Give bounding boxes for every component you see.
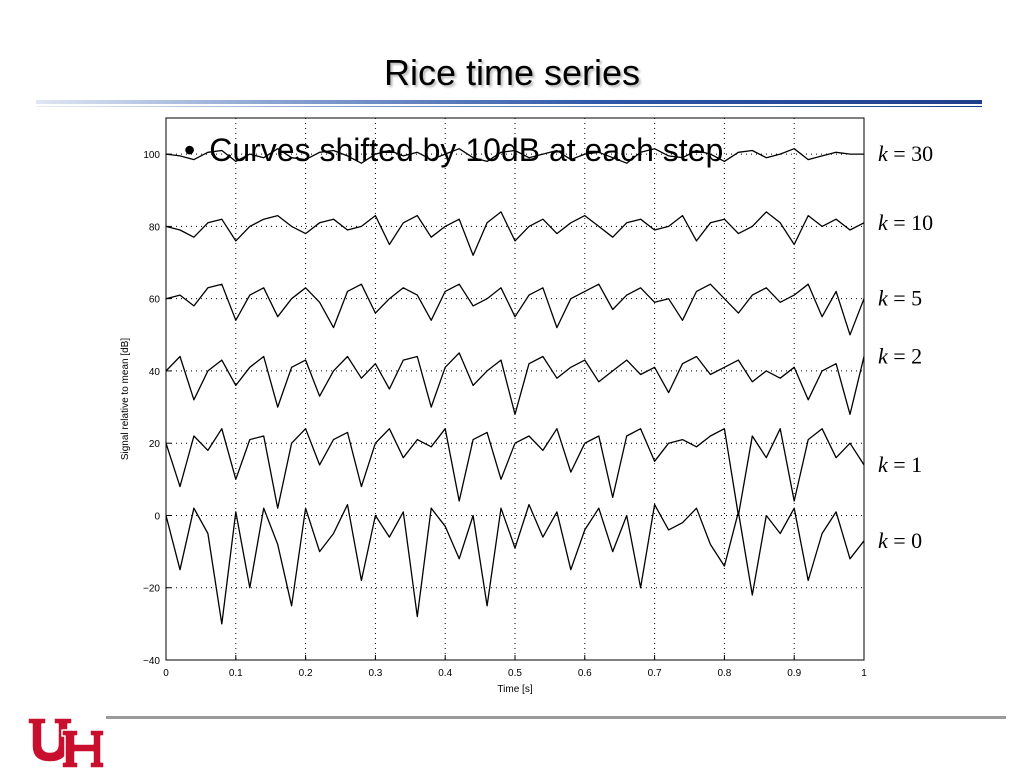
series-line-3 (165, 352, 865, 415)
title-rule (36, 100, 982, 108)
x-tick-label: 0.4 (438, 668, 452, 679)
y-tick-label: 0 (154, 511, 160, 522)
uh-logo-mark (27, 717, 105, 769)
title-rule-thick (36, 100, 982, 104)
y-tick-label: −20 (143, 584, 160, 595)
x-tick-label: 0.3 (368, 668, 382, 679)
y-tick-label: 80 (149, 222, 161, 233)
footer-rule (106, 716, 1006, 719)
bullet-text: Curves shifted by 10dB at each step (209, 132, 724, 168)
bullet-point: • Curves shifted by 10dB at each step (184, 132, 723, 169)
y-tick-label: 20 (149, 439, 161, 450)
series-label: k = 5 (878, 286, 922, 311)
series-lines (165, 148, 865, 625)
series-label: k = 1 (878, 452, 922, 477)
grid (166, 118, 864, 660)
series-line-2 (165, 283, 865, 336)
x-tick-label: 0 (163, 668, 169, 679)
x-tick-label: 0.7 (648, 668, 662, 679)
series-label: k = 0 (878, 528, 922, 553)
y-tick-label: −40 (143, 656, 160, 667)
x-tick-label: 0.8 (717, 668, 731, 679)
x-tick-label: 0.2 (299, 668, 313, 679)
slide-title: Rice time series (383, 52, 641, 93)
series-line-4 (165, 428, 865, 517)
x-tick-label: 0.5 (508, 668, 522, 679)
series-line-0 (165, 148, 864, 164)
series-label: k = 10 (878, 210, 933, 235)
series-label: k = 2 (878, 343, 922, 368)
x-tick-label: 0.6 (578, 668, 592, 679)
x-tick-label: 1 (861, 668, 867, 679)
bullet-dot: • (184, 132, 196, 168)
x-axis-label: Time [s] (497, 684, 532, 695)
series-labels: k = 30 k = 10 k = 5 k = 2 k = 1 k = 0 (878, 141, 933, 553)
title-rule-thin (36, 106, 982, 107)
uh-logo (26, 714, 105, 773)
series-line-5 (165, 503, 865, 625)
series-line-1 (165, 211, 865, 256)
y-axis-label: Signal relative to mean [dB] (120, 338, 131, 461)
y-tick-label: 100 (143, 150, 160, 161)
y-tick-label: 60 (149, 295, 161, 306)
y-tick-label: 40 (149, 367, 161, 378)
x-tick-label: 0.1 (229, 668, 243, 679)
x-tick-label: 0.9 (787, 668, 801, 679)
axis-ticks: 0 0.1 0.2 0.3 0.4 0.5 0.6 0.7 0.8 0.9 1 −40 −20 0 20 40… (143, 150, 867, 679)
series-label: k = 30 (878, 141, 933, 166)
